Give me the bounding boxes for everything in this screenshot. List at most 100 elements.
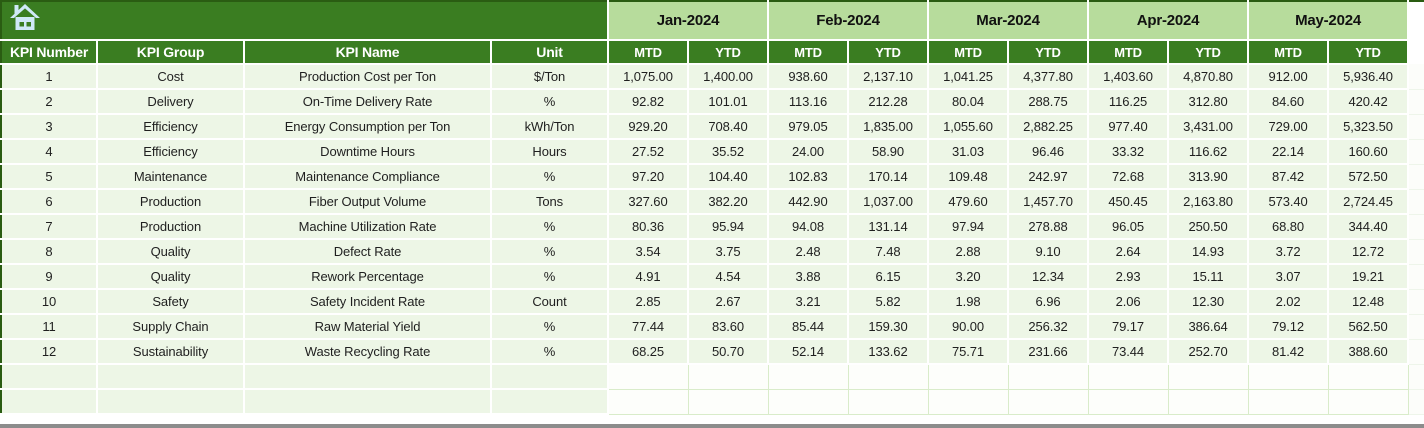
cell-value[interactable]: 929.20 bbox=[608, 114, 689, 140]
cell-value[interactable]: 3.75 bbox=[688, 239, 769, 265]
empty-cell[interactable] bbox=[928, 389, 1009, 415]
cell-kpi-group[interactable]: Production bbox=[97, 189, 245, 215]
cell-value[interactable]: 3.72 bbox=[1248, 239, 1330, 265]
cell-value[interactable]: 250.50 bbox=[1168, 214, 1250, 240]
cell-value[interactable]: 1,055.60 bbox=[928, 114, 1009, 140]
header-kpi-number[interactable]: KPI Number bbox=[1, 40, 98, 65]
cell-unit[interactable]: % bbox=[491, 89, 609, 115]
cell-value[interactable]: 24.00 bbox=[768, 139, 849, 165]
cell-value[interactable]: 479.60 bbox=[928, 189, 1009, 215]
cell-value[interactable]: 3.20 bbox=[928, 264, 1009, 290]
cell-value[interactable]: 159.30 bbox=[848, 314, 929, 340]
month-header-apr[interactable]: Apr-2024 bbox=[1088, 1, 1250, 41]
empty-cell[interactable] bbox=[491, 364, 609, 390]
cell-kpi-name[interactable]: Defect Rate bbox=[244, 239, 492, 265]
empty-cell[interactable] bbox=[1, 389, 98, 415]
cell-value[interactable]: 58.90 bbox=[848, 139, 929, 165]
cell-value[interactable]: 278.88 bbox=[1008, 214, 1090, 240]
cell-value[interactable]: 242.97 bbox=[1008, 164, 1090, 190]
cell-value[interactable]: 3.07 bbox=[1248, 264, 1330, 290]
cell-value[interactable]: 2.02 bbox=[1248, 289, 1330, 315]
cell-value[interactable]: 97.94 bbox=[928, 214, 1009, 240]
empty-cell[interactable] bbox=[1328, 364, 1409, 390]
cell-value[interactable]: 72.68 bbox=[1088, 164, 1170, 190]
cell-value[interactable]: 729.00 bbox=[1248, 114, 1330, 140]
cell-value[interactable]: 116.25 bbox=[1088, 89, 1170, 115]
cell-value[interactable]: 133.62 bbox=[848, 339, 929, 365]
cell-value[interactable]: 95.94 bbox=[688, 214, 769, 240]
cell-value[interactable]: 4.54 bbox=[688, 264, 769, 290]
month-header-jan[interactable]: Jan-2024 bbox=[608, 1, 769, 41]
cell-unit[interactable]: % bbox=[491, 239, 609, 265]
cell-value[interactable]: 12.30 bbox=[1168, 289, 1250, 315]
cell-kpi-name[interactable]: Energy Consumption per Ton bbox=[244, 114, 492, 140]
cell-value[interactable]: 382.20 bbox=[688, 189, 769, 215]
month-header-may[interactable]: May-2024 bbox=[1248, 1, 1410, 41]
cell-unit[interactable]: Count bbox=[491, 289, 609, 315]
empty-cell[interactable] bbox=[244, 389, 492, 415]
cell-value[interactable]: 2.88 bbox=[928, 239, 1009, 265]
empty-cell[interactable] bbox=[1168, 389, 1249, 415]
cell-value[interactable]: 52.14 bbox=[768, 339, 849, 365]
cell-kpi-number[interactable]: 5 bbox=[1, 164, 98, 190]
cell-kpi-name[interactable]: Maintenance Compliance bbox=[244, 164, 492, 190]
empty-cell[interactable] bbox=[688, 364, 769, 390]
empty-cell[interactable] bbox=[768, 364, 849, 390]
cell-kpi-number[interactable]: 12 bbox=[1, 339, 98, 365]
empty-cell[interactable] bbox=[1168, 364, 1249, 390]
empty-cell[interactable] bbox=[768, 389, 849, 415]
header-ytd[interactable]: YTD bbox=[688, 40, 769, 65]
cell-value[interactable]: 450.45 bbox=[1088, 189, 1170, 215]
cell-value[interactable]: 912.00 bbox=[1248, 64, 1330, 90]
empty-cell[interactable] bbox=[928, 364, 1009, 390]
cell-value[interactable]: 3,431.00 bbox=[1168, 114, 1250, 140]
cell-value[interactable]: 12.48 bbox=[1328, 289, 1410, 315]
cell-value[interactable]: 388.60 bbox=[1328, 339, 1410, 365]
cell-value[interactable]: 1,400.00 bbox=[688, 64, 769, 90]
cell-value[interactable]: 15.11 bbox=[1168, 264, 1250, 290]
cell-kpi-group[interactable]: Production bbox=[97, 214, 245, 240]
header-mtd[interactable]: MTD bbox=[1088, 40, 1170, 65]
header-mtd[interactable]: MTD bbox=[1248, 40, 1330, 65]
cell-value[interactable]: 5,936.40 bbox=[1328, 64, 1410, 90]
cell-value[interactable]: 938.60 bbox=[768, 64, 849, 90]
cell-value[interactable]: 85.44 bbox=[768, 314, 849, 340]
cell-value[interactable]: 2.48 bbox=[768, 239, 849, 265]
header-mtd[interactable]: MTD bbox=[608, 40, 689, 65]
cell-value[interactable]: 4,377.80 bbox=[1008, 64, 1090, 90]
cell-value[interactable]: 84.60 bbox=[1248, 89, 1330, 115]
cell-kpi-group[interactable]: Efficiency bbox=[97, 114, 245, 140]
cell-value[interactable]: 252.70 bbox=[1168, 339, 1250, 365]
cell-kpi-group[interactable]: Quality bbox=[97, 239, 245, 265]
header-ytd[interactable]: YTD bbox=[848, 40, 929, 65]
cell-value[interactable]: 131.14 bbox=[848, 214, 929, 240]
cell-unit[interactable]: $/Ton bbox=[491, 64, 609, 90]
cell-value[interactable]: 327.60 bbox=[608, 189, 689, 215]
cell-kpi-name[interactable]: Waste Recycling Rate bbox=[244, 339, 492, 365]
cell-value[interactable]: 3.54 bbox=[608, 239, 689, 265]
cell-value[interactable]: 80.36 bbox=[608, 214, 689, 240]
cell-kpi-name[interactable]: Safety Incident Rate bbox=[244, 289, 492, 315]
cell-value[interactable]: 2,882.25 bbox=[1008, 114, 1090, 140]
cell-value[interactable]: 96.05 bbox=[1088, 214, 1170, 240]
cell-value[interactable]: 50.70 bbox=[688, 339, 769, 365]
cell-kpi-number[interactable]: 9 bbox=[1, 264, 98, 290]
empty-cell[interactable] bbox=[1248, 389, 1329, 415]
cell-value[interactable]: 9.10 bbox=[1008, 239, 1090, 265]
cell-value[interactable]: 1,457.70 bbox=[1008, 189, 1090, 215]
cell-value[interactable]: 2,163.80 bbox=[1168, 189, 1250, 215]
cell-value[interactable]: 5,323.50 bbox=[1328, 114, 1410, 140]
cell-kpi-number[interactable]: 7 bbox=[1, 214, 98, 240]
cell-value[interactable]: 1,037.00 bbox=[848, 189, 929, 215]
cell-value[interactable]: 14.93 bbox=[1168, 239, 1250, 265]
cell-value[interactable]: 101.01 bbox=[688, 89, 769, 115]
empty-cell[interactable] bbox=[1248, 364, 1329, 390]
cell-value[interactable]: 12.34 bbox=[1008, 264, 1090, 290]
cell-value[interactable]: 81.42 bbox=[1248, 339, 1330, 365]
cell-value[interactable]: 288.75 bbox=[1008, 89, 1090, 115]
cell-value[interactable]: 90.00 bbox=[928, 314, 1009, 340]
cell-value[interactable]: 80.04 bbox=[928, 89, 1009, 115]
cell-kpi-number[interactable]: 2 bbox=[1, 89, 98, 115]
cell-value[interactable]: 7.48 bbox=[848, 239, 929, 265]
cell-kpi-group[interactable]: Supply Chain bbox=[97, 314, 245, 340]
